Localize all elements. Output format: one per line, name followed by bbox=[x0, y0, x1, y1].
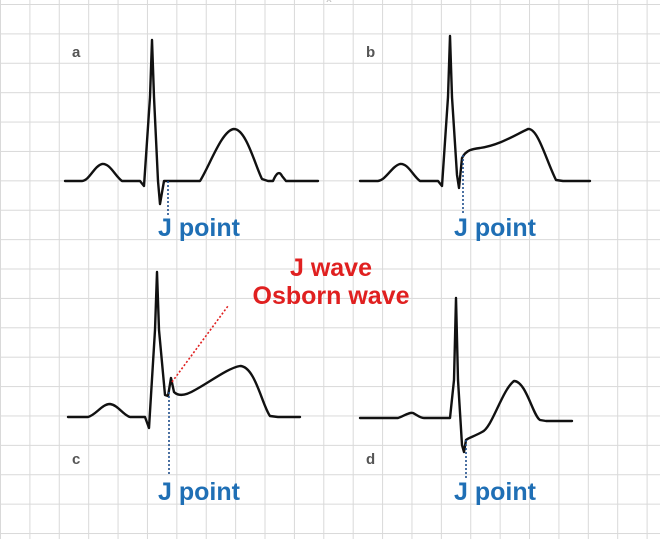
j-point-label-d: J point bbox=[454, 478, 536, 506]
ecg-trace-b bbox=[358, 34, 592, 190]
panel-label-c: c bbox=[72, 451, 81, 468]
j-wave-pointer bbox=[171, 305, 229, 383]
j-wave-label: J wave Osborn wave bbox=[236, 254, 426, 310]
j-wave-label-line2: Osborn wave bbox=[252, 282, 410, 310]
ecg-trace-d bbox=[358, 296, 574, 454]
panel-label-d: d bbox=[366, 451, 376, 468]
j-point-label-a: J point bbox=[158, 214, 240, 242]
j-point-label-b: J point bbox=[454, 214, 536, 242]
panel-label-b: b bbox=[366, 44, 376, 61]
ecg-trace-a bbox=[63, 38, 320, 206]
panel-label-a: a bbox=[72, 44, 81, 61]
j-point-label-c: J point bbox=[158, 478, 240, 506]
j-wave-label-line1: J wave bbox=[289, 254, 372, 282]
ecg-trace-c bbox=[66, 270, 302, 430]
top-mark: x bbox=[326, 0, 332, 5]
